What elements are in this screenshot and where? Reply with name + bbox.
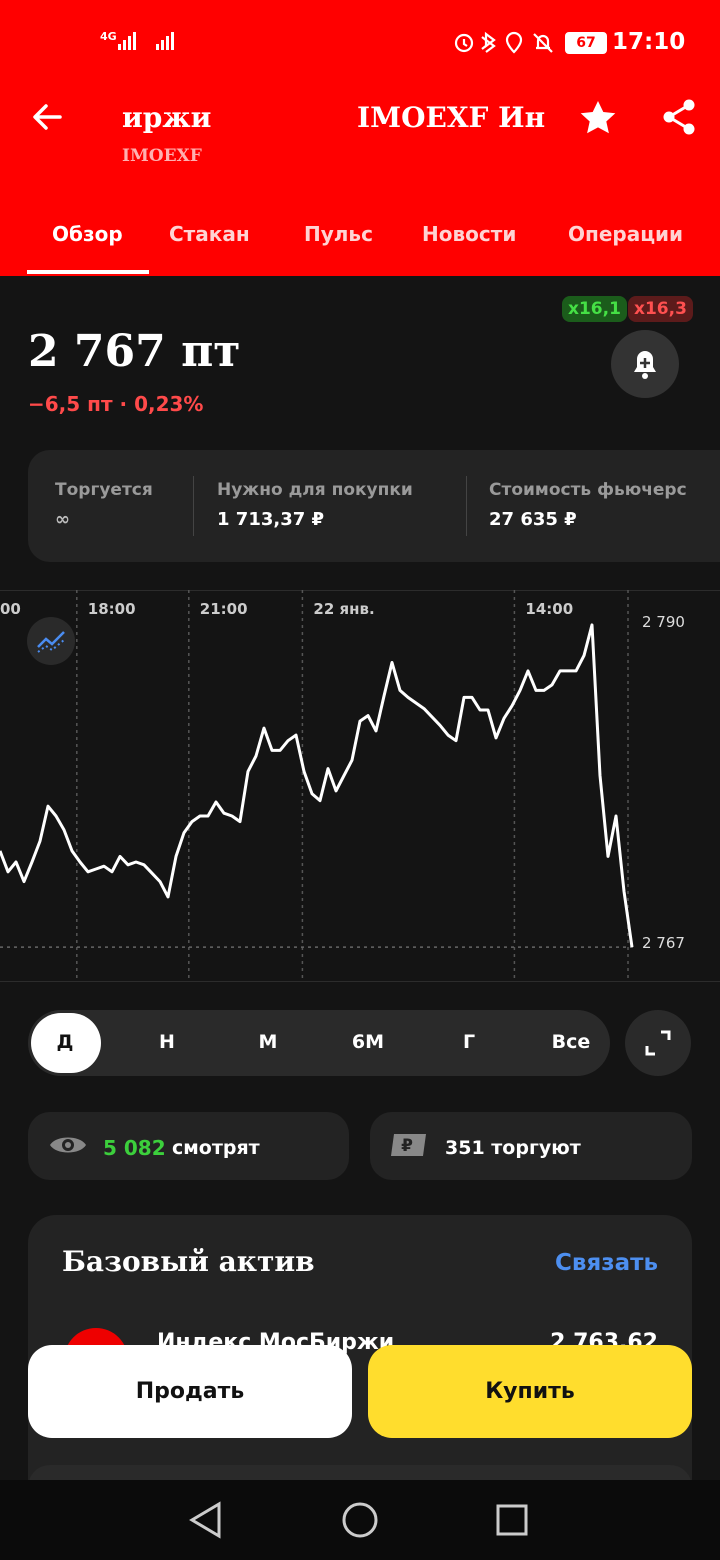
info-label: Торгуется	[55, 480, 153, 500]
y-tick-label: 2 790	[642, 613, 685, 631]
period-button[interactable]: Н	[159, 1031, 175, 1053]
period-button[interactable]: Д	[56, 1031, 74, 1053]
info-value: 1 713,37 ₽	[217, 509, 325, 530]
nav-bar	[0, 1480, 720, 1560]
subtitle: IMOEXF	[122, 146, 202, 166]
clock: 17:10	[612, 29, 686, 55]
price-chart: 00 18:00 21:00 22 янв. 14:00 2 790 2 767	[0, 590, 720, 982]
y-tick-label: 2 767	[642, 934, 685, 952]
watchers-label: смотрят	[172, 1137, 260, 1159]
traders: 351 торгуют	[445, 1137, 581, 1159]
base-asset-title: Базовый актив	[62, 1245, 315, 1278]
sell-button[interactable]: Продать	[28, 1345, 352, 1438]
info-value: ∞	[55, 509, 70, 530]
x-tick-label: 00	[0, 600, 21, 618]
period-button[interactable]: 6М	[351, 1031, 385, 1053]
battery: 67	[565, 32, 607, 54]
separator	[466, 476, 467, 536]
tab[interactable]: Новости	[422, 222, 517, 246]
svg-text:₽: ₽	[401, 1136, 413, 1156]
header: 4G 67 17:10 иржи IMOEXF IMOEXF Ин Обзор …	[0, 0, 720, 276]
watchers-count: 5 082	[103, 1136, 166, 1160]
network: 4G	[100, 30, 117, 43]
tab-indicator	[27, 270, 149, 274]
period-button[interactable]: Все	[551, 1031, 591, 1053]
favorite-button[interactable]	[578, 98, 618, 138]
price-line	[0, 623, 634, 948]
share-button[interactable]	[660, 98, 700, 138]
buy-button[interactable]: Купить	[368, 1345, 692, 1438]
price-change: −6,5 пт · 0,23%	[28, 392, 204, 416]
x-tick-label: 18:00	[88, 600, 136, 618]
leverage-long: x16,1	[562, 296, 627, 322]
eye-icon	[50, 1137, 86, 1153]
tab[interactable]: Пульс	[304, 222, 373, 246]
info-label: Стоимость фьючерс	[489, 480, 687, 500]
back-title: иржи	[122, 101, 212, 134]
title: IMOEXF Ин	[357, 101, 546, 134]
period-active	[31, 1013, 101, 1073]
info-label: Нужно для покупки	[217, 480, 413, 500]
fullscreen-button[interactable]	[625, 1010, 691, 1076]
leverage-short: x16,3	[628, 296, 693, 322]
x-tick-label: 21:00	[200, 600, 248, 618]
period-bar	[28, 1010, 610, 1076]
back-button[interactable]	[30, 100, 66, 136]
tab[interactable]: Обзор	[52, 222, 123, 246]
status-icons	[454, 31, 553, 54]
price: 2 767 пт	[28, 326, 241, 377]
separator	[193, 476, 194, 536]
nav-icons	[189, 1501, 528, 1539]
ruble-icon: ₽	[391, 1134, 426, 1156]
x-tick-label: 14:00	[525, 600, 573, 618]
info-value: 27 635 ₽	[489, 509, 577, 530]
period-button[interactable]: М	[258, 1031, 278, 1053]
alert-button[interactable]	[611, 330, 679, 398]
signal-icons	[118, 32, 174, 50]
indicator-button[interactable]	[27, 617, 75, 665]
tab[interactable]: Стакан	[169, 222, 250, 246]
link-button[interactable]: Связать	[555, 1250, 658, 1276]
period-button[interactable]: Г	[462, 1031, 476, 1053]
x-tick-label: 22 янв.	[313, 600, 374, 618]
tab[interactable]: Операции	[568, 222, 684, 246]
info-card	[28, 450, 720, 562]
